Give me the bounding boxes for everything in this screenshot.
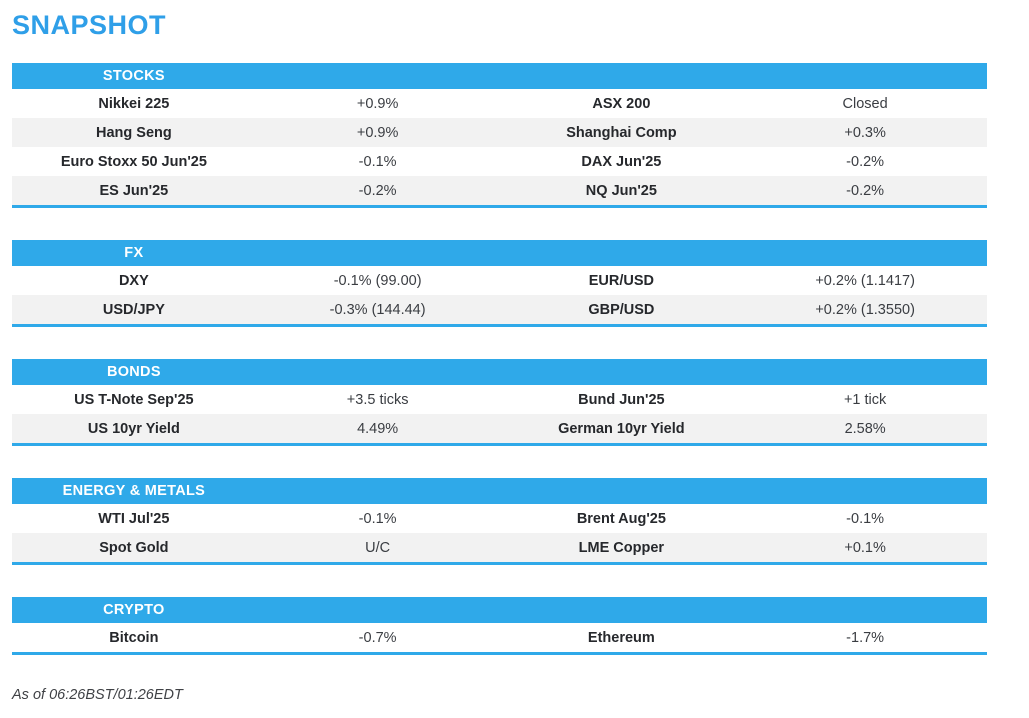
instrument-label: Hang Seng xyxy=(96,124,172,141)
instrument-value: 4.49% xyxy=(357,420,399,437)
section-title: ENERGY & METALS xyxy=(62,483,206,499)
instrument-label: Brent Aug'25 xyxy=(576,510,666,527)
instrument-value: -0.2% xyxy=(846,153,885,170)
instrument-label: Nikkei 225 xyxy=(98,95,170,112)
instrument-value: +0.2% (1.1417) xyxy=(815,272,915,289)
instrument-label: USD/JPY xyxy=(102,301,165,318)
instrument-value: +0.9% xyxy=(356,124,399,141)
table-row: USD/JPY -0.3% (144.44) GBP/USD +0.2% (1.… xyxy=(12,295,987,324)
instrument-value: -0.2% xyxy=(846,182,885,199)
instrument-value: +0.3% xyxy=(844,124,886,141)
instrument-label: DXY xyxy=(118,272,149,289)
instrument-value: -1.7% xyxy=(846,629,885,646)
page-title: SNAPSHOT xyxy=(12,10,167,40)
table-row: Spot Gold U/C LME Copper +0.1% xyxy=(12,533,987,562)
section-title: BONDS xyxy=(106,364,161,380)
instrument-value: +3.5 ticks xyxy=(346,391,409,408)
instrument-value: +0.2% (1.3550) xyxy=(815,301,915,318)
instrument-value: -0.1% xyxy=(358,510,397,527)
instrument-label: DAX Jun'25 xyxy=(581,153,662,170)
section-energy-metals: ENERGY & METALS WTI Jul'25 -0.1% Brent A… xyxy=(12,478,987,565)
table-row: US T-Note Sep'25 +3.5 ticks Bund Jun'25 … xyxy=(12,385,987,414)
section-header-stocks: STOCKS xyxy=(12,63,987,89)
table-row: Hang Seng +0.9% Shanghai Comp +0.3% xyxy=(12,118,987,147)
instrument-value: U/C xyxy=(365,539,391,556)
section-title: FX xyxy=(124,245,144,261)
instrument-value: 2.58% xyxy=(844,420,886,437)
instrument-value: -0.2% xyxy=(358,182,397,199)
as-of-timestamp: As of 06:26BST/01:26EDT xyxy=(12,687,183,703)
instrument-label: German 10yr Yield xyxy=(558,420,685,437)
instrument-label: ES Jun'25 xyxy=(99,182,169,199)
table-row: Nikkei 225 +0.9% ASX 200 Closed xyxy=(12,89,987,118)
section-header-energy-metals: ENERGY & METALS xyxy=(12,478,987,504)
instrument-label: Ethereum xyxy=(587,629,655,646)
section-bonds: BONDS US T-Note Sep'25 +3.5 ticks Bund J… xyxy=(12,359,987,446)
instrument-value: -0.1% xyxy=(358,153,397,170)
instrument-label: GBP/USD xyxy=(588,301,655,318)
instrument-label: Shanghai Comp xyxy=(566,124,677,141)
section-header-bonds: BONDS xyxy=(12,359,987,385)
table-row: Bitcoin -0.7% Ethereum -1.7% xyxy=(12,623,987,652)
instrument-value: +1 tick xyxy=(843,391,887,408)
section-stocks: STOCKS Nikkei 225 +0.9% ASX 200 Closed H… xyxy=(12,63,987,208)
instrument-label: LME Copper xyxy=(578,539,665,556)
instrument-value: Closed xyxy=(842,95,888,112)
section-header-fx: FX xyxy=(12,240,987,266)
instrument-value: +0.9% xyxy=(356,95,399,112)
instrument-label: Spot Gold xyxy=(99,539,169,556)
table-row: US 10yr Yield 4.49% German 10yr Yield 2.… xyxy=(12,414,987,443)
instrument-label: US 10yr Yield xyxy=(87,420,180,437)
table-row: ES Jun'25 -0.2% NQ Jun'25 -0.2% xyxy=(12,176,987,205)
instrument-label: ASX 200 xyxy=(592,95,651,112)
instrument-value: -0.1% (99.00) xyxy=(333,272,422,289)
instrument-label: EUR/USD xyxy=(588,272,654,289)
instrument-value: +0.1% xyxy=(844,539,886,556)
instrument-value: -0.3% (144.44) xyxy=(329,301,426,318)
table-row: WTI Jul'25 -0.1% Brent Aug'25 -0.1% xyxy=(12,504,987,533)
section-title: CRYPTO xyxy=(103,602,165,618)
section-crypto: CRYPTO Bitcoin -0.7% Ethereum -1.7% xyxy=(12,597,987,655)
instrument-label: Euro Stoxx 50 Jun'25 xyxy=(60,153,207,170)
instrument-value: -0.1% xyxy=(846,510,885,527)
instrument-label: WTI Jul'25 xyxy=(98,510,170,527)
table-row: DXY -0.1% (99.00) EUR/USD +0.2% (1.1417) xyxy=(12,266,987,295)
instrument-label: Bitcoin xyxy=(109,629,159,646)
section-header-crypto: CRYPTO xyxy=(12,597,987,623)
instrument-label: Bund Jun'25 xyxy=(578,391,665,408)
section-fx: FX DXY -0.1% (99.00) EUR/USD +0.2% (1.14… xyxy=(12,240,987,327)
instrument-label: US T-Note Sep'25 xyxy=(74,391,194,408)
instrument-label: NQ Jun'25 xyxy=(585,182,657,199)
section-title: STOCKS xyxy=(102,68,165,84)
instrument-value: -0.7% xyxy=(358,629,397,646)
table-row: Euro Stoxx 50 Jun'25 -0.1% DAX Jun'25 -0… xyxy=(12,147,987,176)
